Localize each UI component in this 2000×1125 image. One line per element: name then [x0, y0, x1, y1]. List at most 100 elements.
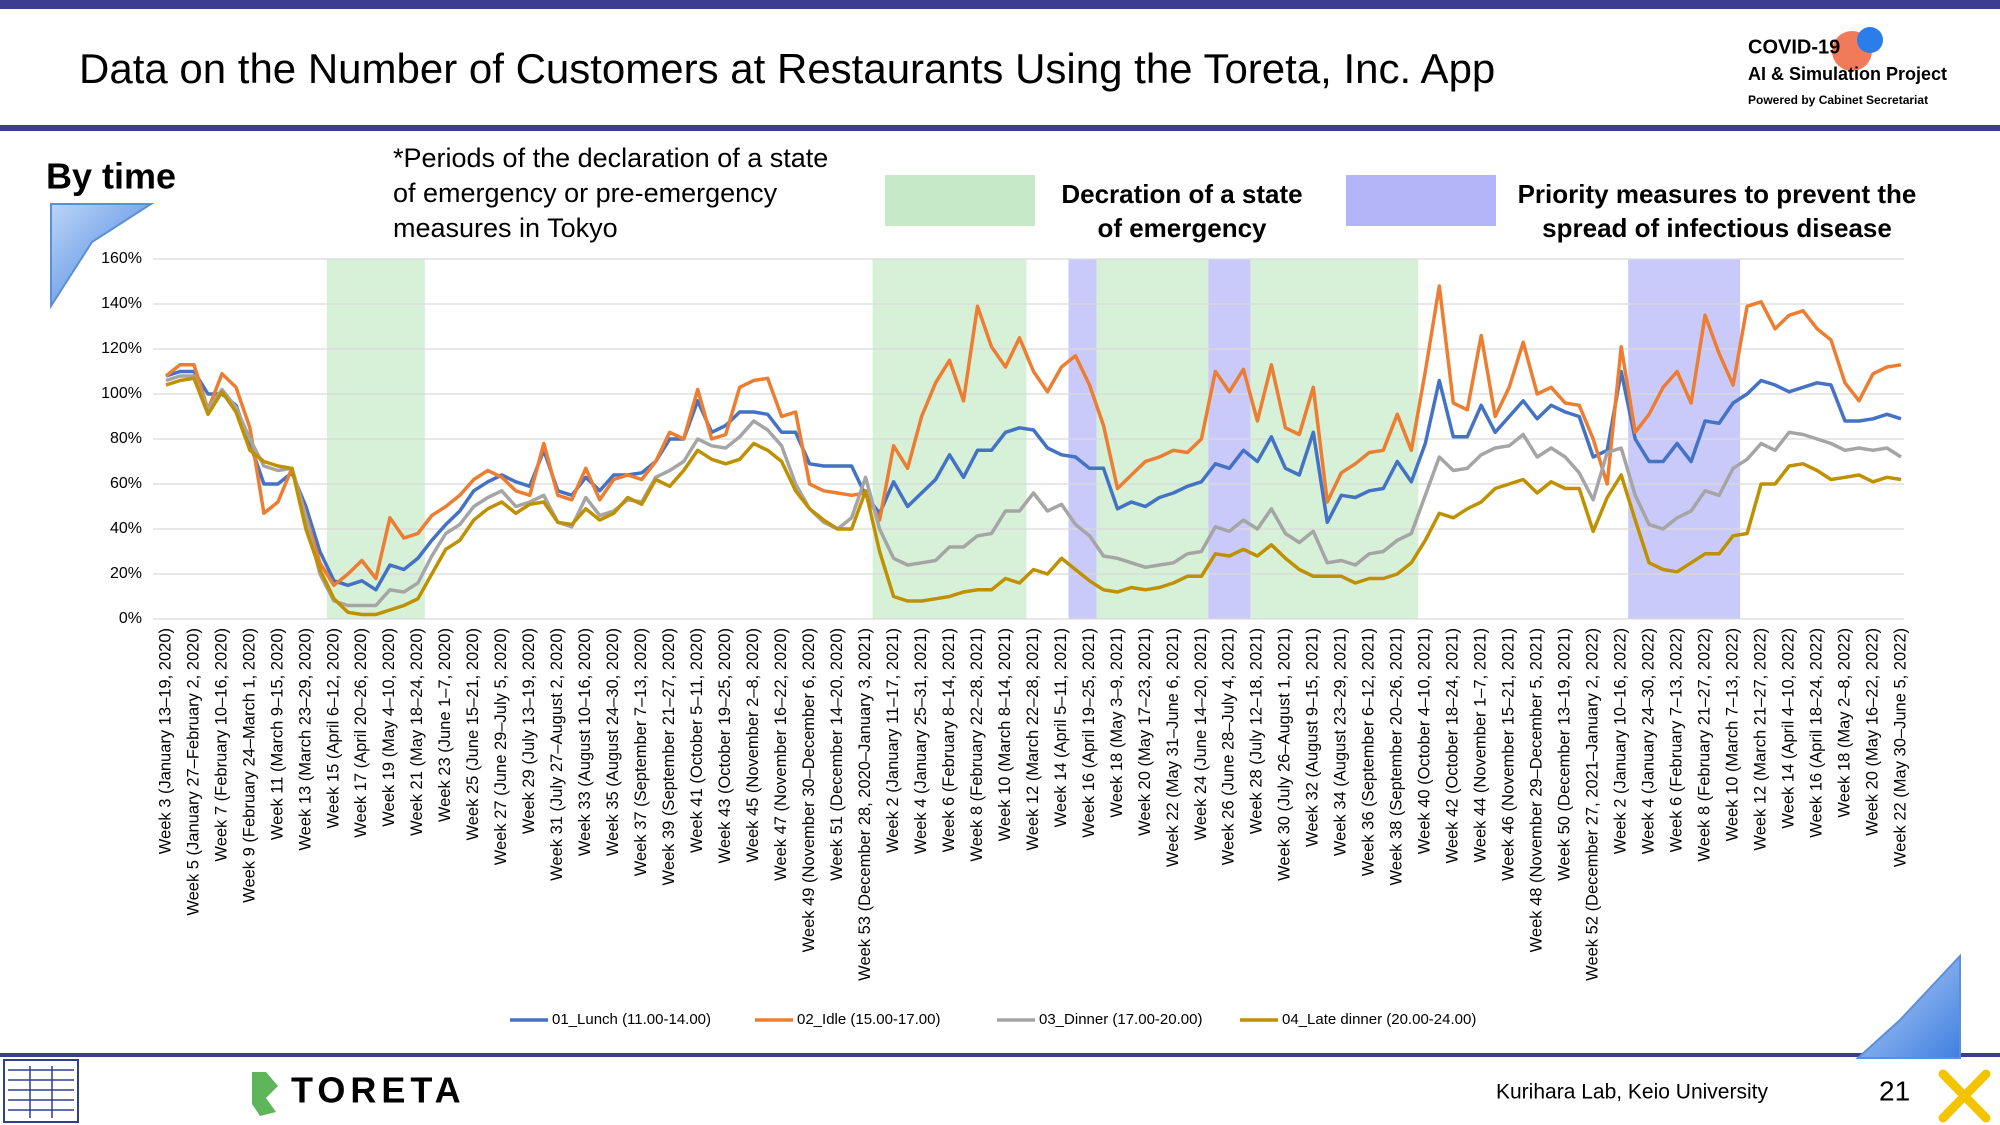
- legend-label: 01_Lunch (11.00-14.00): [552, 1011, 711, 1028]
- x-tick-label: Week 36 (September 6–12, 2021): [1360, 628, 1378, 876]
- x-tick-label: Week 8 (February 21–27, 2022): [1695, 628, 1713, 862]
- x-tick-label: Week 16 (April 19–25, 2021): [1080, 628, 1098, 838]
- legend-label: 03_Dinner (17.00-20.00): [1039, 1011, 1202, 1028]
- x-tick-label: Week 2 (January 11–17, 2021): [884, 628, 902, 853]
- note-line: measures in Tokyo: [393, 213, 618, 243]
- x-tick-label: Week 19 (May 4–10, 2020): [380, 628, 398, 827]
- y-tick-label: 0%: [119, 610, 142, 627]
- legend-label: 04_Late dinner (20.00-24.00): [1282, 1011, 1476, 1028]
- x-tick-label: Week 24 (June 14–20, 2021): [1192, 628, 1210, 841]
- x-tick-label: Week 9 (February 24–March 1, 2020): [240, 628, 258, 903]
- period-legend-label: Decration of a state: [1061, 179, 1302, 209]
- x-tick-label: Week 14 (April 4–10, 2022): [1779, 628, 1797, 829]
- lab-credit: Kurihara Lab, Keio University: [1496, 1081, 1768, 1104]
- x-tick-label: Week 52 (December 27, 2021–January 2, 20…: [1584, 628, 1602, 981]
- y-tick-label: 100%: [101, 385, 142, 402]
- toreta-icon: [252, 1072, 278, 1116]
- corner-logo: [1938, 1069, 1991, 1123]
- x-tick-label: Week 6 (February 8–14, 2021): [940, 628, 958, 852]
- x-tick-label: Week 53 (December 28, 2020–January 3, 20…: [856, 628, 874, 981]
- x-tick-label: Week 33 (August 10–16, 2020): [576, 628, 594, 856]
- top-bar: [0, 0, 2000, 9]
- x-tick-label: Week 39 (September 21–27, 2020): [660, 628, 678, 885]
- keio-logo-lines: [8, 1066, 74, 1118]
- x-tick-label: Week 17 (April 20–26, 2020): [352, 628, 370, 838]
- page-number: 21: [1879, 1075, 1910, 1106]
- x-tick-label: Week 25 (June 15–21, 2020): [464, 628, 482, 841]
- y-tick-label: 80%: [110, 430, 142, 447]
- x-tick-label: Week 51 (December 14–20, 2020): [828, 628, 846, 881]
- x-tick-label: Week 3 (January 13–19, 2020): [156, 628, 174, 854]
- y-tick-label: 140%: [101, 295, 142, 312]
- slide-title: Data on the Number of Customers at Resta…: [79, 45, 1495, 92]
- footer-rule: [0, 1053, 2000, 1057]
- x-tick-label: Week 18 (May 2–8, 2022): [1835, 628, 1853, 818]
- x-tick-label: Week 46 (November 15–21, 2021): [1500, 628, 1518, 881]
- brand: TORETA: [291, 1070, 466, 1111]
- x-tick-label: Week 5 (January 27–February 2, 2020): [184, 628, 202, 916]
- x-tick-label: Week 34 (August 23–29, 2021): [1332, 628, 1350, 856]
- keio-logo: [3, 1059, 79, 1123]
- x-tick-label: Week 29 (July 13–19, 2020): [520, 628, 538, 834]
- section-title: By time: [46, 156, 176, 197]
- x-tick-label: Week 49 (November 30–December 6, 2020): [800, 628, 818, 952]
- x-tick-label: Week 12 (March 21–27, 2022): [1751, 628, 1769, 851]
- note-line: *Periods of the declaration of a state: [393, 143, 828, 173]
- x-tick-label: Week 30 (July 26–August 1, 2021): [1276, 628, 1294, 881]
- period-legend-label: spread of infectious disease: [1542, 213, 1892, 243]
- x-tick-label: Week 15 (April 6–12, 2020): [324, 628, 342, 829]
- logo-dot: [1857, 27, 1883, 53]
- period-legend-swatch: [885, 175, 1035, 226]
- x-tick-label: Week 50 (December 13–19, 2021): [1556, 628, 1574, 881]
- x-tick-label: Week 13 (March 23–29, 2020): [296, 628, 314, 851]
- x-tick-label: Week 35 (August 24–30, 2020): [604, 628, 622, 856]
- x-tick-label: Week 11 (March 9–15, 2020): [268, 628, 286, 840]
- legend-label: 02_Idle (15.00-17.00): [797, 1011, 940, 1028]
- header-rule: [0, 125, 2000, 131]
- series-line: [165, 376, 1902, 617]
- x-tick-label: Week 40 (October 4–10, 2021): [1416, 628, 1434, 854]
- x-tick-label: Week 10 (March 8–14, 2021): [996, 628, 1014, 841]
- y-tick-label: 40%: [110, 520, 142, 537]
- x-tick-label: Week 43 (October 19–25, 2020): [716, 628, 734, 863]
- x-tick-label: Week 8 (February 22–28, 2021): [968, 628, 986, 862]
- x-tick-label: Week 38 (September 20–26, 2021): [1388, 628, 1406, 885]
- y-tick-label: 160%: [101, 250, 142, 267]
- x-tick-label: Week 42 (October 18–24, 2021): [1444, 628, 1462, 863]
- x-tick-label: Week 4 (January 24–30, 2022): [1640, 628, 1658, 854]
- x-tick-label: Week 44 (November 1–7, 2021): [1472, 628, 1490, 863]
- x-tick-label: Week 26 (June 28–July 4, 2021): [1220, 628, 1238, 865]
- logo-line: COVID-19: [1748, 36, 1840, 58]
- x-tick-label: Week 4 (January 25–31, 2021): [912, 628, 930, 854]
- x-tick-label: Week 20 (May 16–22, 2022): [1863, 628, 1881, 836]
- x-tick-label: Week 31 (July 27–August 2, 2020): [548, 628, 566, 881]
- x-tick-label: Week 23 (June 1–7, 2020): [436, 628, 454, 822]
- corner-deco: [50, 203, 155, 310]
- x-tick-label: Week 10 (March 7–13, 2022): [1723, 628, 1741, 841]
- x-tick-label: Week 27 (June 29–July 5, 2020): [492, 628, 510, 865]
- series-line: [164, 284, 1902, 588]
- x-tick-label: Week 32 (August 9–15, 2021): [1304, 628, 1322, 847]
- series-line: [165, 374, 1902, 608]
- x-tick-label: Week 22 (May 30–June 5, 2022): [1891, 628, 1909, 867]
- x-tick-label: Week 28 (July 12–18, 2021): [1248, 628, 1266, 834]
- logo-line: AI & Simulation Project: [1748, 64, 1947, 84]
- y-tick-label: 20%: [110, 565, 142, 582]
- x-tick-label: Week 37 (September 7–13, 2020): [632, 628, 650, 876]
- x-tick-label: Week 21 (May 18–24, 2020): [408, 628, 426, 836]
- x-tick-label: Week 16 (April 18–24, 2022): [1807, 628, 1825, 838]
- x-tick-label: Week 48 (November 29–December 5, 2021): [1528, 628, 1546, 952]
- period-legend-label: Priority measures to prevent the: [1518, 179, 1917, 209]
- x-tick-label: Week 6 (February 7–13, 2022): [1667, 628, 1685, 852]
- x-tick-label: Week 47 (November 16–22, 2020): [772, 628, 790, 881]
- period-legend-label: of emergency: [1097, 213, 1267, 243]
- x-tick-label: Week 12 (March 22–28, 2021): [1024, 628, 1042, 851]
- x-tick-label: Week 45 (November 2–8, 2020): [744, 628, 762, 863]
- x-tick-label: Week 7 (February 10–16, 2020): [212, 628, 230, 862]
- x-tick-label: Week 20 (May 17–23, 2021): [1136, 628, 1154, 836]
- x-tick-label: Week 41 (October 5–11, 2020): [688, 628, 706, 853]
- x-tick-label: Week 2 (January 10–16, 2022): [1612, 628, 1630, 854]
- corner-deco: [1855, 953, 1961, 1059]
- y-tick-label: 60%: [110, 475, 142, 492]
